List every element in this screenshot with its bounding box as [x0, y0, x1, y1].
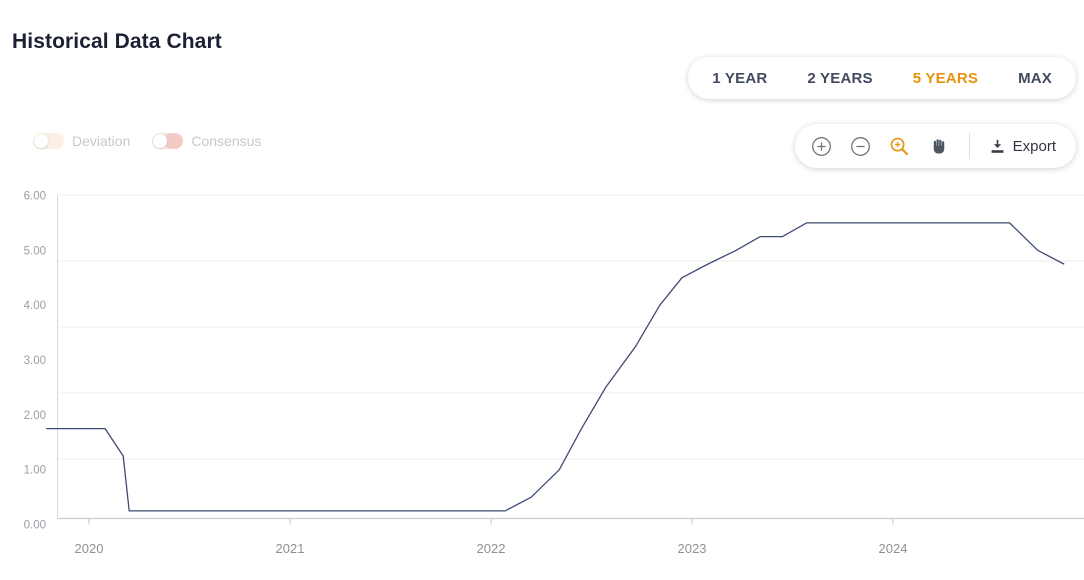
range-selector: 1 YEAR 2 YEARS 5 YEARS MAX: [688, 57, 1076, 99]
zoom-area-icon: [890, 137, 909, 155]
deviation-toggle-track: [33, 133, 64, 149]
export-label: Export: [1012, 137, 1056, 155]
y-axis-label: 3.00: [24, 355, 46, 367]
range-option-2-years[interactable]: 2 YEARS: [801, 66, 878, 91]
deviation-toggle-label: Deviation: [72, 133, 131, 149]
y-axis-label: 0.00: [24, 520, 46, 532]
range-option-max[interactable]: MAX: [1012, 66, 1058, 91]
chart-toolbar: Export: [794, 124, 1076, 168]
deviation-toggle[interactable]: Deviation: [33, 133, 130, 149]
pan-icon: [933, 139, 944, 154]
consensus-toggle[interactable]: Consensus: [152, 133, 261, 149]
download-icon: [991, 139, 1004, 153]
y-axis-label: 4.00: [24, 300, 46, 312]
toggle-knob: [34, 134, 48, 148]
export-button[interactable]: Export: [987, 138, 1058, 155]
page-title: Historical Data Chart: [12, 30, 222, 54]
range-option-5-years[interactable]: 5 YEARS: [907, 66, 984, 91]
zoom-out-icon: [851, 136, 871, 156]
y-axis-label: 1.00: [24, 465, 46, 477]
zoom-area-button[interactable]: [887, 133, 913, 159]
zoom-in-icon: [812, 136, 832, 156]
x-axis-label: 2024: [879, 541, 908, 556]
y-axis-label: 2.00: [24, 410, 46, 422]
zoom-out-button[interactable]: [848, 133, 874, 159]
x-axis-label: 2023: [678, 541, 707, 556]
y-axis-label: 6.00: [24, 190, 46, 202]
zoom-in-button[interactable]: [809, 133, 835, 159]
consensus-toggle-track: [152, 133, 184, 149]
x-axis-label: 2022: [477, 541, 506, 556]
toggle-accent: [164, 133, 184, 149]
pan-button[interactable]: [926, 133, 952, 159]
consensus-toggle-label: Consensus: [191, 133, 262, 149]
y-axis-label: 5.00: [24, 245, 46, 257]
series-toggles: Deviation Consensus: [33, 133, 261, 149]
x-axis-label: 2020: [75, 541, 104, 556]
toolbar-divider: [968, 133, 970, 159]
range-option-1-year[interactable]: 1 YEAR: [706, 66, 773, 91]
x-axis-label: 2021: [276, 541, 305, 556]
toggle-knob: [153, 134, 168, 148]
data-line: [46, 222, 1065, 512]
